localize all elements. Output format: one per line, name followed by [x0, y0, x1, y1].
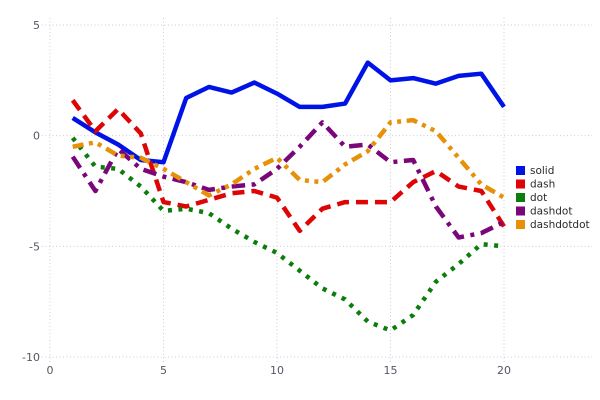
- legend-swatch-dash-icon: [516, 179, 525, 189]
- x-axis-tick-label: 0: [47, 364, 54, 377]
- y-axis-tick-label: 0: [33, 130, 40, 143]
- series-line-dashdot: [70, 120, 505, 240]
- legend-label-dashdotdot: dashdotdot: [530, 219, 590, 231]
- series-line-dash: [70, 98, 506, 234]
- y-axis-tick-label: -10: [22, 351, 40, 364]
- x-axis-tick-label: 10: [270, 364, 284, 377]
- series-line-dashdotdot: [72, 117, 506, 200]
- legend-swatch-dashdot-icon: [516, 206, 525, 216]
- legend-swatch-dot-icon: [516, 193, 525, 202]
- legend-label-dot: dot: [530, 192, 547, 204]
- legend-label-solid: solid: [530, 165, 554, 177]
- x-axis-tick-label: 15: [384, 364, 398, 377]
- y-axis-tick-label: -5: [29, 240, 40, 253]
- legend-swatch-solid-icon: [516, 166, 525, 175]
- legend-label-dashdot: dashdot: [530, 206, 572, 218]
- legend-swatch-dashdotdot-icon: [516, 220, 525, 229]
- y-axis-tick-label: 5: [33, 19, 40, 32]
- x-axis-tick-label: 20: [497, 364, 511, 377]
- x-axis-tick-label: 5: [160, 364, 167, 377]
- legend-label-dash: dash: [530, 179, 555, 191]
- series-line-solid: [71, 60, 506, 165]
